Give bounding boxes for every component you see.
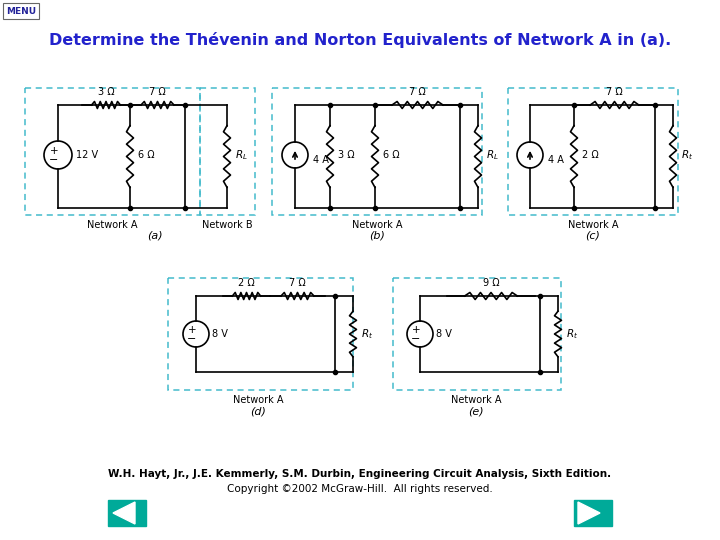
Text: 3 Ω: 3 Ω <box>338 150 355 160</box>
Text: +: + <box>50 146 58 156</box>
Text: MENU: MENU <box>6 6 36 16</box>
Text: Determine the Thévenin and Norton Equivalents of Network A in (a).: Determine the Thévenin and Norton Equiva… <box>49 32 671 48</box>
Text: 7 Ω: 7 Ω <box>409 87 426 97</box>
Text: 8 V: 8 V <box>436 329 452 339</box>
Text: $R_L$: $R_L$ <box>235 148 248 162</box>
Text: $R_t$: $R_t$ <box>681 148 693 162</box>
Text: 7 Ω: 7 Ω <box>289 278 306 288</box>
Text: Network A: Network A <box>451 395 501 405</box>
Text: Network B: Network B <box>202 220 252 230</box>
Text: 4 A: 4 A <box>548 155 564 165</box>
Text: +: + <box>412 325 420 335</box>
Text: (a): (a) <box>147 230 163 240</box>
Text: 2 Ω: 2 Ω <box>582 150 599 160</box>
Bar <box>168 278 353 390</box>
Text: 4 A: 4 A <box>313 155 329 165</box>
Polygon shape <box>578 502 600 524</box>
Text: $R_t$: $R_t$ <box>361 327 373 341</box>
Text: 6 Ω: 6 Ω <box>383 150 400 160</box>
Text: (c): (c) <box>585 230 600 240</box>
Text: 2 Ω: 2 Ω <box>238 278 255 288</box>
Text: 3 Ω: 3 Ω <box>98 87 114 97</box>
Text: Network A: Network A <box>352 220 402 230</box>
Bar <box>272 88 482 215</box>
Text: 7 Ω: 7 Ω <box>149 87 166 97</box>
Text: Network A: Network A <box>86 220 138 230</box>
Text: 7 Ω: 7 Ω <box>606 87 623 97</box>
Text: Network A: Network A <box>568 220 618 230</box>
Text: 6 Ω: 6 Ω <box>138 150 155 160</box>
Text: −: − <box>187 334 197 344</box>
Bar <box>508 88 678 215</box>
Text: 9 Ω: 9 Ω <box>482 278 499 288</box>
Text: 12 V: 12 V <box>76 150 98 160</box>
Text: 8 V: 8 V <box>212 329 228 339</box>
Bar <box>200 88 255 215</box>
Text: $R_t$: $R_t$ <box>566 327 578 341</box>
Bar <box>3 3 39 19</box>
Text: +: + <box>188 325 197 335</box>
Bar <box>25 88 200 215</box>
Text: (b): (b) <box>369 230 385 240</box>
Text: (e): (e) <box>468 406 484 416</box>
Polygon shape <box>113 502 135 524</box>
Text: $R_L$: $R_L$ <box>486 148 499 162</box>
Text: W.H. Hayt, Jr., J.E. Kemmerly, S.M. Durbin, Engineering Circuit Analysis, Sixth : W.H. Hayt, Jr., J.E. Kemmerly, S.M. Durb… <box>109 469 611 479</box>
Text: (d): (d) <box>250 406 266 416</box>
Text: Copyright ©2002 McGraw-Hill.  All rights reserved.: Copyright ©2002 McGraw-Hill. All rights … <box>227 484 493 494</box>
Bar <box>574 500 612 526</box>
Text: −: − <box>49 155 59 165</box>
Bar <box>108 500 146 526</box>
Text: Network A: Network A <box>233 395 283 405</box>
Bar <box>393 278 561 390</box>
Text: −: − <box>411 334 420 344</box>
